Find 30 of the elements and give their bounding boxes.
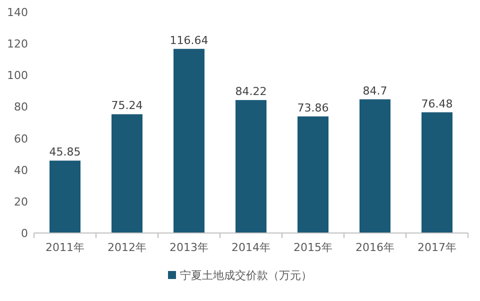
data-label: 73.86 bbox=[297, 101, 329, 114]
bar bbox=[112, 114, 142, 233]
bar bbox=[422, 112, 452, 233]
x-tick-label: 2011年 bbox=[46, 241, 84, 254]
y-tick-label: 40 bbox=[14, 164, 28, 177]
bar bbox=[174, 48, 204, 233]
y-tick-label: 140 bbox=[7, 6, 28, 19]
x-tick-label: 2016年 bbox=[356, 241, 394, 254]
x-tick-label: 2014年 bbox=[232, 241, 270, 254]
bar bbox=[298, 116, 328, 233]
y-tick-label: 20 bbox=[14, 195, 28, 208]
data-label: 84.7 bbox=[362, 84, 388, 98]
data-label: 116.64 bbox=[170, 34, 208, 47]
y-tick-label: 100 bbox=[7, 69, 28, 82]
x-tick-label: 2015年 bbox=[294, 241, 332, 254]
y-tick-label: 80 bbox=[14, 100, 28, 114]
bar bbox=[50, 160, 80, 233]
y-tick-label: 120 bbox=[7, 38, 28, 51]
data-label: 76.48 bbox=[421, 97, 453, 110]
x-tick-label: 2012年 bbox=[108, 241, 146, 254]
y-tick-label: 60 bbox=[14, 132, 28, 146]
bar bbox=[360, 99, 390, 233]
x-tick-label: 2013年 bbox=[170, 241, 208, 254]
data-label: 84.22 bbox=[235, 85, 267, 98]
data-label: 75.24 bbox=[111, 99, 143, 112]
x-tick-label: 2017年 bbox=[418, 241, 456, 254]
data-label: 45.85 bbox=[49, 146, 81, 159]
legend-label: 宁夏土地成交价款（万元） bbox=[180, 269, 312, 282]
bar bbox=[236, 100, 266, 233]
y-tick-label: 0 bbox=[21, 227, 28, 240]
